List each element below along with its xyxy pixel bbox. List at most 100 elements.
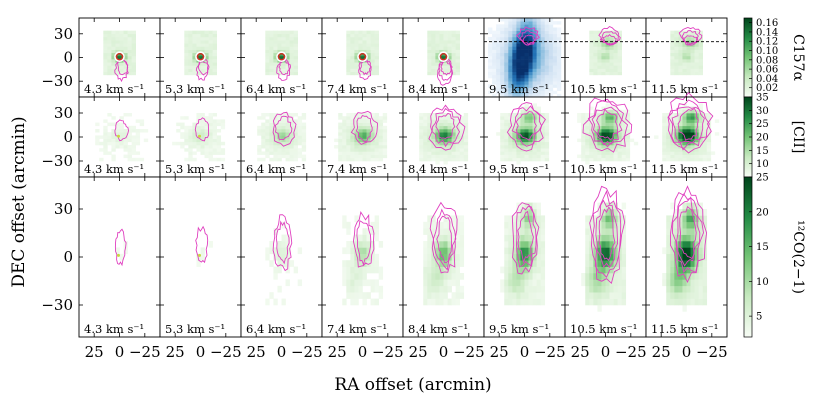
heatmap-cell	[496, 27, 501, 31]
heatmap-cell	[686, 46, 691, 50]
heatmap-cell	[370, 285, 375, 293]
heatmap-cell	[451, 215, 456, 223]
heatmap-cell	[354, 285, 359, 293]
heatmap-cell	[435, 241, 440, 248]
heatmap-cell	[524, 122, 529, 127]
heatmap-cell	[601, 65, 606, 69]
heatmap-cell	[593, 49, 598, 54]
heatmap-cell	[686, 285, 691, 293]
heatmap-cell	[447, 279, 452, 287]
heatmap-cell	[532, 109, 537, 114]
heatmap-cell	[269, 46, 274, 50]
heatmap-cell	[532, 202, 537, 210]
heatmap-cell	[301, 132, 307, 136]
heatmap-cell	[516, 18, 521, 22]
heatmap-cell	[285, 145, 290, 149]
heatmap-cell	[431, 247, 436, 255]
heatmap-cell	[196, 125, 201, 130]
heatmap-cell	[528, 43, 533, 47]
heatmap-cell	[423, 298, 428, 306]
heatmap-cell	[350, 125, 355, 130]
heatmap-cell	[261, 135, 266, 139]
heatmap-cell	[670, 135, 675, 139]
heatmap-cell	[273, 253, 278, 261]
heatmap-cell	[212, 65, 217, 69]
heatmap-cell	[500, 46, 505, 50]
heatmap-cell	[443, 266, 448, 274]
heatmap-cell	[350, 279, 355, 287]
heatmap-cell	[358, 55, 363, 60]
heatmap-cell	[374, 215, 379, 223]
heatmap-cell	[686, 129, 691, 133]
heatmap-cell	[508, 221, 513, 229]
heatmap-cell	[273, 141, 278, 146]
heatmap-cell	[200, 36, 205, 41]
heatmap-cell	[382, 151, 388, 155]
heatmap-cell	[617, 228, 622, 235]
heatmap-cell	[678, 65, 683, 69]
heatmap-cell	[423, 241, 428, 248]
heatmap-cell	[463, 119, 469, 123]
heatmap-cell	[698, 122, 703, 127]
heatmap-cell	[208, 59, 213, 63]
heatmap-cell	[358, 253, 363, 261]
heatmap-cell	[516, 68, 521, 73]
heatmap-cell	[528, 132, 533, 136]
heatmap-cell	[103, 55, 108, 60]
heatmap-cell	[289, 30, 294, 35]
heatmap-cell	[581, 151, 586, 155]
heatmap-cell	[524, 74, 529, 79]
heatmap-cell	[666, 266, 671, 274]
heatmap-cell	[512, 90, 517, 95]
heatmap-cell	[552, 36, 558, 41]
heatmap-cell	[289, 260, 294, 267]
heatmap-cell	[370, 33, 375, 38]
heatmap-cell	[459, 253, 465, 261]
heatmap-cell	[131, 36, 136, 41]
heatmap-cell	[277, 49, 282, 54]
heatmap-cell	[536, 116, 541, 120]
heatmap-cell	[686, 157, 691, 162]
heatmap-cell	[192, 55, 197, 60]
heatmap-cell	[621, 202, 627, 210]
heatmap-cell	[682, 279, 687, 287]
heatmap-cell	[690, 273, 695, 280]
heatmap-cell	[370, 228, 375, 235]
heatmap-cell	[192, 151, 197, 155]
heatmap-cell	[593, 68, 598, 73]
contours	[678, 27, 703, 46]
heatmap-cell	[528, 49, 533, 54]
heatmap-cell	[111, 148, 116, 152]
heatmap-cell	[455, 145, 460, 149]
heatmap-cell	[212, 68, 217, 73]
heatmap-cell	[435, 145, 440, 149]
heatmap-cell	[431, 125, 436, 130]
heatmap-cell	[131, 46, 136, 50]
heatmap-cell	[366, 292, 371, 299]
heatmap-cell	[540, 27, 546, 31]
heatmap-cell	[528, 228, 533, 235]
contour-line	[516, 205, 537, 268]
heatmap-cell	[358, 292, 363, 299]
heatmap-cell	[281, 135, 286, 139]
heatmap-cell	[678, 279, 683, 287]
heatmap-cell	[277, 33, 282, 38]
heatmap-cell	[536, 46, 541, 50]
heatmap-cell	[492, 68, 497, 73]
heatmap-cell	[281, 122, 286, 127]
heatmap-cell	[200, 62, 205, 66]
heatmap-cell	[544, 24, 550, 28]
heatmap-cell	[520, 122, 525, 127]
heatmap-cell	[532, 260, 537, 267]
heatmap-cell	[556, 71, 562, 76]
heatmap-cell	[593, 273, 598, 280]
contours	[506, 102, 546, 152]
heatmap-cell	[585, 215, 590, 223]
heatmap-cell	[593, 30, 598, 35]
heatmap-cell	[447, 36, 452, 41]
heatmap-cell	[556, 74, 562, 79]
heatmap-cell	[585, 116, 590, 120]
heatmap-cell	[431, 292, 436, 299]
heatmap-cell	[690, 266, 695, 274]
heatmap-cell	[427, 40, 432, 44]
